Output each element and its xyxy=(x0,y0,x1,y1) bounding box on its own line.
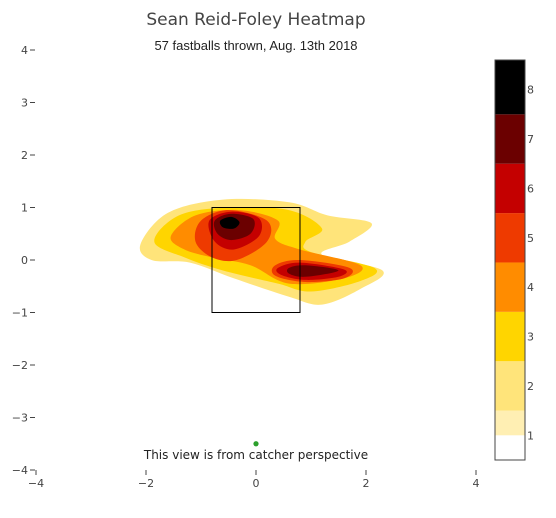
strike-zone xyxy=(211,207,301,313)
colorbar[interactable]: 1 2 3 4 5 6 7 8 xyxy=(494,59,534,461)
colorbar-tick-label: 7 xyxy=(527,133,534,146)
x-tick-label: −4 xyxy=(28,477,44,490)
y-tick-label: 4 xyxy=(21,44,28,57)
contour-layer xyxy=(139,170,384,334)
colorbar-tick-label: 3 xyxy=(527,331,534,344)
colorbar-tick-label: 5 xyxy=(527,232,534,245)
catcher-marker xyxy=(253,441,259,447)
x-tick-label: −2 xyxy=(138,477,154,490)
x-tick-label: 2 xyxy=(363,477,370,490)
colorbar-band-1 xyxy=(495,410,525,436)
colorbar-tick-label: 8 xyxy=(527,84,534,97)
colorbar-tick-label: 2 xyxy=(527,380,534,393)
chart-title: Sean Reid-Foley Heatmap xyxy=(146,10,365,30)
colorbar-band-0 xyxy=(495,435,525,460)
x-axis: −4 −2 0 2 4 xyxy=(28,470,480,490)
y-axis: −4 −3 −2 −1 0 1 2 3 4 xyxy=(12,44,35,477)
colorbar-band-8 xyxy=(495,60,525,115)
y-tick-label: −1 xyxy=(12,307,28,320)
colorbar-band-5 xyxy=(495,213,525,263)
x-tick-label: 4 xyxy=(473,477,480,490)
colorbar-outline xyxy=(494,59,526,461)
perspective-annotation: This view is from catcher perspective xyxy=(143,448,368,462)
y-tick-label: −2 xyxy=(12,359,28,372)
y-tick-label: −3 xyxy=(12,412,28,425)
colorbar-band-2 xyxy=(495,361,525,411)
colorbar-band-4 xyxy=(495,262,525,312)
y-tick-label: 0 xyxy=(21,254,28,267)
y-tick-label: −4 xyxy=(12,464,28,477)
y-tick-label: 2 xyxy=(21,149,28,162)
colorbar-tick-label: 6 xyxy=(527,182,534,195)
chart-subtitle: 57 fastballs thrown, Aug. 13th 2018 xyxy=(154,38,357,53)
colorbar-band-7 xyxy=(495,114,525,164)
colorbar-tick-label: 4 xyxy=(527,281,534,294)
colorbar-band-3 xyxy=(495,311,525,362)
y-tick-label: 3 xyxy=(21,97,28,110)
contour-level-10 xyxy=(219,216,240,229)
colorbar-band-6 xyxy=(495,163,525,214)
colorbar-tick-label: 1 xyxy=(527,429,534,442)
y-tick-label: 1 xyxy=(21,202,28,215)
x-tick-label: 0 xyxy=(253,477,260,490)
